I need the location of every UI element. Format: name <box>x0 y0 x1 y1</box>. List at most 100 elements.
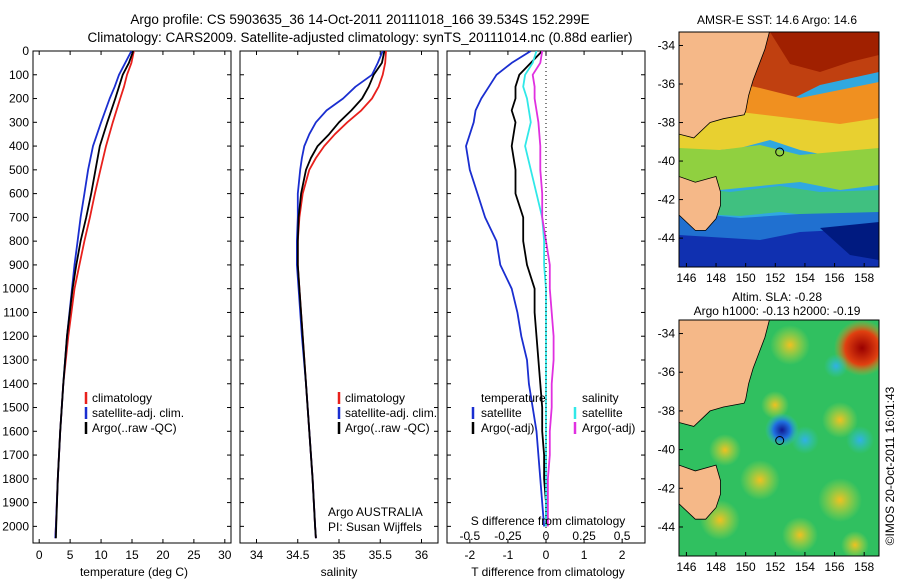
series-argo-raw-qc- <box>296 51 386 539</box>
lon-tick-label: 150 <box>736 560 756 574</box>
lat-tick-label: -34 <box>658 38 676 52</box>
x-tick-label: -1 <box>503 548 514 562</box>
lat-tick-label: -42 <box>658 481 676 495</box>
sal-legend-argo: Argo(..raw -QC) <box>345 421 430 435</box>
s-tick-label: -0.5 <box>460 529 481 543</box>
lon-tick-label: 158 <box>854 560 874 574</box>
s-tick-label: 0.5 <box>614 529 631 543</box>
salinity-xlabel: salinity <box>321 565 358 579</box>
x-tick-label: 1 <box>581 548 588 562</box>
x-tick-label: 0 <box>543 548 550 562</box>
depth-tick-label: 1500 <box>2 401 29 415</box>
lat-tick-label: -42 <box>658 193 676 207</box>
salinity-panel: 34 34.5 35 35.5 36 salinity climatology sate… <box>239 50 439 579</box>
depth-tick-label: 300 <box>9 115 29 129</box>
sst-map: AMSR-E SST: 14.6 Argo: 14.6 146 148 150 152… <box>658 13 880 285</box>
x-tick-label: 20 <box>156 548 170 562</box>
lat-tick-label: -40 <box>658 443 676 457</box>
x-tick-label: 36 <box>415 548 429 562</box>
depth-tick-label: 1300 <box>2 353 29 367</box>
depth-tick-labels: 0 100 200 300 400 500 600 700 800 900 1000 1100 1200… <box>2 44 231 533</box>
sst-map-frame <box>678 31 880 268</box>
s-difference-tick-labels: -0.5-0.2500.250.5 <box>460 529 631 543</box>
legend-satellite: satellite-adj. clim. <box>92 406 184 420</box>
x-tick-label: 0 <box>36 548 43 562</box>
salinity-tick-labels: 34 34.5 35 35.5 36 <box>250 51 429 562</box>
salinity-axes-frame <box>239 50 439 544</box>
x-tick-label: 35.5 <box>369 548 393 562</box>
sla-map-title-line1: Altim. SLA: -0.28 <box>732 290 822 304</box>
x-tick-label: 10 <box>94 548 108 562</box>
series-temperature-satellite <box>465 51 545 527</box>
sla-map-frame <box>678 319 880 557</box>
x-tick-label: 15 <box>125 548 139 562</box>
diff-legend-t-argo: Argo(-adj) <box>481 421 534 435</box>
lon-tick-label: 158 <box>854 271 874 285</box>
sla-float-marker <box>775 436 785 445</box>
figure-title-line2: Climatology: CARS2009. Satellite-adjuste… <box>87 30 632 45</box>
depth-tick-label: 900 <box>9 258 29 272</box>
lat-tick-label: -34 <box>658 327 676 341</box>
depth-tick-label: 600 <box>9 187 29 201</box>
x-tick-label: 25 <box>187 548 201 562</box>
lon-tick-label: 154 <box>795 560 815 574</box>
sal-legend-climatology: climatology <box>345 391 405 405</box>
x-tick-label: 2 <box>619 548 626 562</box>
x-tick-label: 30 <box>218 548 232 562</box>
x-tick-label: 34 <box>250 548 264 562</box>
series-temperature-argo-adj- <box>510 51 547 527</box>
lon-tick-label: 148 <box>706 271 726 285</box>
depth-tick-label: 1600 <box>2 424 29 438</box>
lon-tick-label: 156 <box>825 560 845 574</box>
difference-depth-ticks <box>447 50 645 527</box>
sst-lat-ticks: -34 -36 -38 -40 -42 -44 <box>658 38 683 245</box>
depth-tick-label: 500 <box>9 163 29 177</box>
difference-legend: temperature satellite Argo(-adj) salinit… <box>471 391 635 435</box>
x-tick-label: 34.5 <box>286 548 310 562</box>
legend-climatology: climatology <box>92 391 152 405</box>
diff-legend-s-argo: Argo(-adj) <box>582 421 635 435</box>
depth-tick-label: 1200 <box>2 329 29 343</box>
sst-float-marker <box>775 147 785 157</box>
depth-tick-label: 1900 <box>2 496 29 510</box>
sst-lon-ticks: 146 148 150 152 154 156 158 <box>676 263 875 285</box>
lat-tick-label: -38 <box>658 404 676 418</box>
diff-legend-temperature-heading: temperature <box>481 391 546 405</box>
sla-map: Altim. SLA: -0.28 Argo h1000: -0.13 h200… <box>658 290 880 574</box>
series-salinity-argo-adj- <box>531 51 555 527</box>
sla-coastline <box>679 320 770 520</box>
lon-tick-label: 146 <box>676 560 696 574</box>
temperature-tick-labels: 0 5 10 15 20 25 30 <box>36 51 232 562</box>
lat-tick-label: -44 <box>658 231 676 245</box>
sla-lon-ticks: 146 148 150 152 154 156 158 <box>676 552 875 574</box>
lon-tick-label: 154 <box>795 271 815 285</box>
depth-tick-label: 1100 <box>3 305 29 319</box>
diff-legend-s-satellite: satellite <box>582 406 623 420</box>
salinity-legend: climatology satellite-adj. clim. Argo(..… <box>337 391 437 435</box>
t-difference-tick-labels: -2 -1 0 1 2 <box>465 51 626 562</box>
difference-panel: -2 -1 0 1 2 -0.5 -0.25 0 0.25 0.5 S difference f… <box>446 50 646 579</box>
diff-legend-t-satellite: satellite <box>481 406 522 420</box>
lon-tick-label: 152 <box>765 560 785 574</box>
s-difference-label: S difference from climatology <box>471 514 626 528</box>
lon-tick-label: 150 <box>736 271 756 285</box>
figure-title-line1: Argo profile: CS 5903635_36 14-Oct-2011 … <box>130 12 589 27</box>
sla-map-title-line2: Argo h1000: -0.13 h2000: -0.19 <box>694 304 861 318</box>
depth-tick-label: 800 <box>9 234 29 248</box>
legend-argo: Argo(..raw -QC) <box>92 421 177 435</box>
lat-tick-label: -40 <box>658 154 676 168</box>
sst-map-title: AMSR-E SST: 14.6 Argo: 14.6 <box>697 13 857 27</box>
depth-tick-label: 400 <box>9 139 29 153</box>
depth-tick-label: 2000 <box>2 519 29 533</box>
series-argo-raw-qc- <box>55 51 135 539</box>
x-tick-label: 35 <box>332 548 346 562</box>
lon-tick-label: 152 <box>765 271 785 285</box>
temperature-xlabel: temperature (deg C) <box>80 565 188 579</box>
lat-tick-label: -36 <box>658 365 676 379</box>
x-tick-label: 5 <box>67 548 74 562</box>
lat-tick-label: -38 <box>658 116 676 130</box>
argo-pi-label: PI: Susan Wijffels <box>328 520 422 534</box>
diff-legend-salinity-heading: salinity <box>582 391 619 405</box>
lon-tick-label: 146 <box>676 271 696 285</box>
depth-tick-label: 100 <box>9 68 29 82</box>
